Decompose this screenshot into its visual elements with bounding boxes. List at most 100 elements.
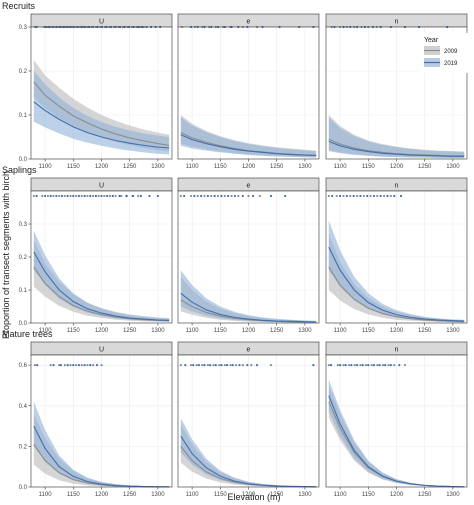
rug-point-2009 bbox=[49, 364, 52, 367]
x-tick-label: 1300 bbox=[446, 492, 460, 498]
rug-point-2009 bbox=[250, 364, 253, 367]
x-tick-label: 1200 bbox=[390, 164, 404, 170]
rug-point-2019 bbox=[350, 364, 353, 367]
rug-point-2019 bbox=[106, 194, 109, 198]
y-tick-label: 0.6 bbox=[19, 363, 28, 369]
rug-point-2009 bbox=[258, 194, 261, 198]
panel-border bbox=[177, 354, 320, 488]
legend-title: Year bbox=[424, 37, 439, 44]
line-2019 bbox=[180, 134, 317, 157]
y-tick-label: 0.4 bbox=[19, 404, 28, 410]
x-tick-label: 1100 bbox=[334, 328, 348, 334]
rug-point-2009 bbox=[342, 364, 345, 367]
legend: Year 2009 2019 bbox=[419, 33, 471, 73]
x-tick-label: 1300 bbox=[151, 328, 165, 334]
rug-point-2009 bbox=[58, 364, 61, 367]
line-2019 bbox=[328, 140, 465, 157]
rug-point-2009 bbox=[75, 364, 78, 367]
x-tick-label: 1200 bbox=[95, 328, 109, 334]
x-tick-label: 1150 bbox=[67, 164, 81, 170]
x-tick-label: 1250 bbox=[418, 164, 432, 170]
facet-strip-label: e bbox=[247, 183, 251, 190]
x-tick-label: 1300 bbox=[298, 492, 312, 498]
rug-point-2009 bbox=[100, 364, 103, 367]
y-tick-label: 0.3 bbox=[19, 25, 28, 31]
panel: e 1100 1150 1200 1250 1300 bbox=[177, 13, 320, 170]
rug-point-2009 bbox=[393, 364, 396, 367]
rug-point-2009 bbox=[201, 364, 204, 367]
x-tick-label: 1250 bbox=[270, 492, 284, 498]
y-tick-label: 0.2 bbox=[19, 255, 28, 261]
rug-point-2009 bbox=[327, 364, 330, 367]
rug-point-2009 bbox=[216, 194, 220, 198]
rug-point-2019 bbox=[192, 364, 195, 367]
x-tick-label: 1100 bbox=[186, 492, 200, 498]
y-axis-title: Proportion of transect segments with bir… bbox=[1, 171, 11, 339]
panel-border bbox=[325, 26, 468, 160]
x-tick-label: 1150 bbox=[214, 328, 228, 334]
rug-point-2009 bbox=[114, 194, 117, 198]
x-tick-label: 1100 bbox=[186, 328, 200, 334]
rug-point-2019 bbox=[118, 194, 121, 198]
rug-point-2009 bbox=[241, 364, 244, 367]
rug-point-2019 bbox=[89, 364, 92, 367]
rug-point-2019 bbox=[241, 194, 244, 198]
rug-point-2009 bbox=[336, 364, 339, 367]
x-tick-label: 1300 bbox=[298, 164, 312, 170]
rug-point-2009 bbox=[364, 364, 368, 367]
rug-point-2009 bbox=[91, 364, 95, 367]
legend-label-2009: 2009 bbox=[444, 49, 458, 55]
line-2019 bbox=[328, 395, 465, 488]
rug-point-2009 bbox=[210, 194, 213, 198]
rug-point-2019 bbox=[100, 194, 103, 198]
rug-point-2009 bbox=[348, 364, 351, 367]
rug-point-2009 bbox=[223, 194, 226, 198]
facet-strip-label: e bbox=[247, 347, 251, 354]
rug-point-2009 bbox=[349, 194, 352, 198]
rug-point-2009 bbox=[108, 194, 112, 198]
x-tick-label: 1150 bbox=[362, 328, 376, 334]
rug-point-2019 bbox=[269, 194, 273, 198]
rug-point-2019 bbox=[125, 194, 128, 198]
rug-point-2019 bbox=[55, 194, 58, 198]
rug-point-2009 bbox=[63, 194, 66, 198]
rug-point-2009 bbox=[80, 194, 83, 198]
rug-point-2019 bbox=[193, 194, 196, 198]
rug-point-2009 bbox=[269, 364, 273, 367]
x-tick-label: 1150 bbox=[214, 492, 228, 498]
rug-point-2019 bbox=[225, 364, 229, 367]
rug-point-2009 bbox=[97, 194, 100, 198]
panel: n 1100 1150 1200 1250 1300 bbox=[325, 341, 468, 498]
rug-point-2019 bbox=[156, 194, 159, 198]
facet-strip-label: U bbox=[99, 19, 104, 26]
x-tick-label: 1300 bbox=[446, 164, 460, 170]
x-tick-label: 1250 bbox=[418, 328, 432, 334]
rug-point-2009 bbox=[335, 194, 338, 198]
panel-border bbox=[30, 190, 173, 324]
x-tick-label: 1150 bbox=[214, 164, 228, 170]
ci-band-2019 bbox=[33, 401, 170, 487]
rug-point-2019 bbox=[60, 194, 64, 198]
x-tick-label: 1200 bbox=[390, 492, 404, 498]
rug-point-2009 bbox=[223, 364, 226, 367]
rug-point-2019 bbox=[52, 364, 55, 367]
rug-point-2019 bbox=[184, 364, 187, 367]
rug-point-2009 bbox=[63, 364, 66, 367]
rug-point-2019 bbox=[66, 364, 69, 367]
panel: n 1100 1150 1200 1250 1300 bbox=[325, 177, 468, 334]
facet-strip-label: n bbox=[395, 19, 399, 26]
rug-point-2009 bbox=[86, 364, 89, 367]
rug-point-2009 bbox=[237, 194, 240, 198]
y-tick-label: 0.0 bbox=[19, 157, 28, 163]
rug-point-2009 bbox=[196, 194, 199, 198]
rug-point-2009 bbox=[381, 364, 385, 367]
rug-point-2009 bbox=[247, 194, 250, 198]
x-tick-label: 1300 bbox=[151, 492, 165, 498]
facet-strip-label: n bbox=[395, 183, 399, 190]
rug-point-2019 bbox=[372, 364, 376, 367]
rug-point-2019 bbox=[367, 364, 370, 367]
panel-border bbox=[177, 190, 320, 324]
rug-point-2019 bbox=[345, 194, 348, 198]
rug-point-2019 bbox=[200, 194, 203, 198]
